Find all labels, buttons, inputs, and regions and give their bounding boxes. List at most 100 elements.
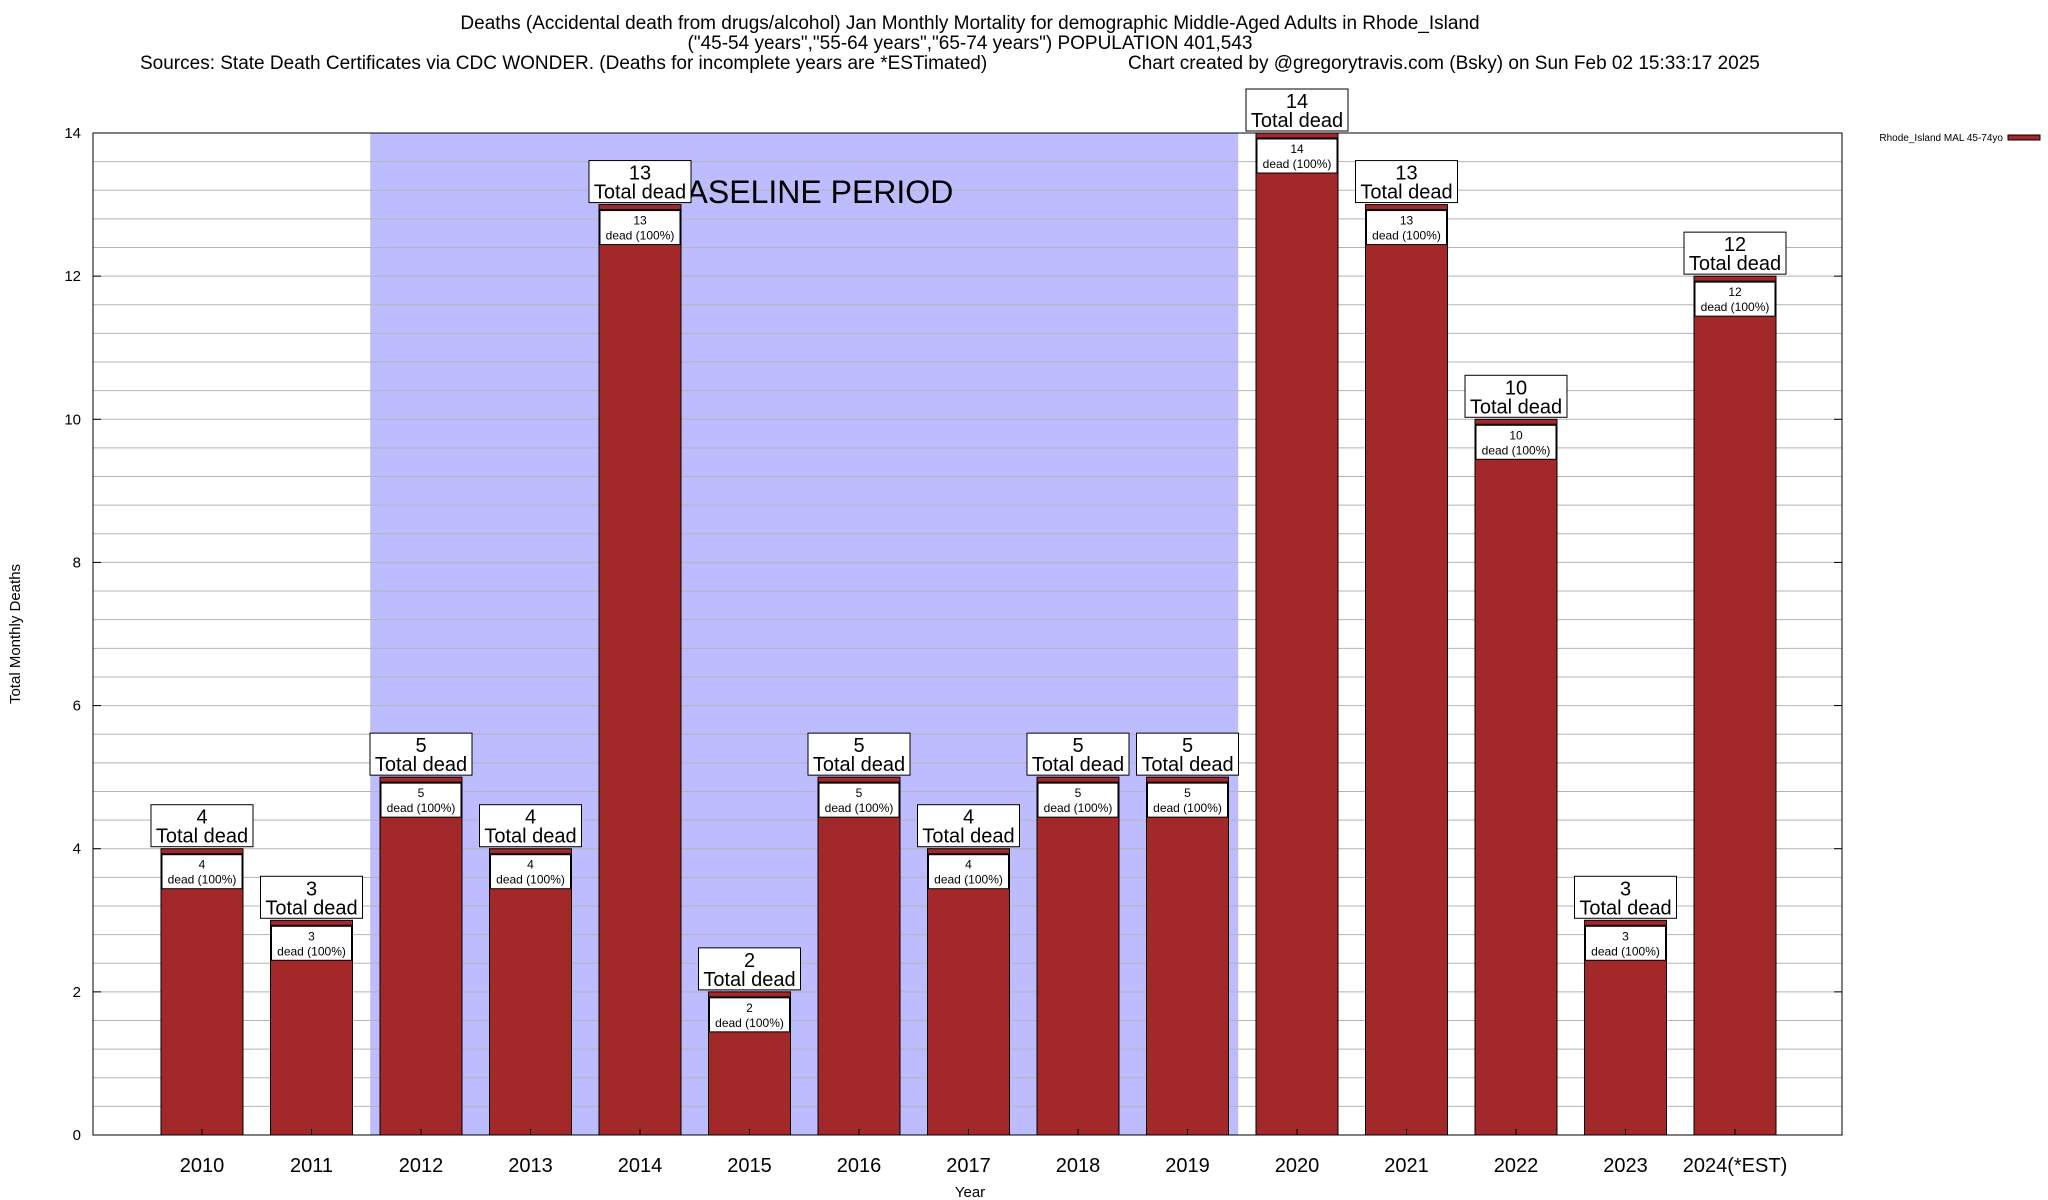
bar-inner-label-box: [599, 210, 681, 246]
bar-inner-pct-label: dead (100%): [1372, 229, 1441, 243]
bar-total-text-label: Total dead: [1251, 110, 1343, 132]
bar-total-text-label: Total dead: [594, 182, 686, 204]
bar-total-value-label: 3: [306, 878, 317, 900]
bar-total-text-label: Total dead: [1579, 897, 1671, 919]
bar-total-value-label: 10: [1505, 377, 1527, 399]
bar-inner-pct-label: dead (100%): [277, 944, 346, 958]
bar-inner-label-box: [1147, 782, 1228, 818]
bar-inner-value-label: 4: [527, 858, 534, 872]
bar-inner-value-label: 2: [746, 1001, 753, 1015]
bar-total-text-label: Total dead: [922, 826, 1014, 848]
bar-inner-value-label: 13: [1400, 214, 1414, 228]
bar-inner-pct-label: dead (100%): [496, 873, 565, 887]
bar-inner-label-box: [709, 997, 790, 1033]
x-tick-label: 2016: [837, 1155, 882, 1177]
bar-inner-pct-label: dead (100%): [715, 1016, 784, 1030]
bar-inner-pct-label: dead (100%): [1153, 801, 1222, 815]
bar: [1146, 776, 1229, 1136]
y-tick-label: 12: [64, 268, 81, 285]
y-tick-label: 14: [64, 125, 81, 142]
x-tick-label: 2017: [946, 1155, 991, 1177]
bar-inner-label-box: [380, 782, 462, 818]
bar-total-text-label: Total dead: [265, 897, 357, 919]
y-tick-label: 10: [64, 411, 81, 428]
bar: [160, 848, 244, 1136]
bar: [817, 776, 901, 1136]
bar-inner-pct-label: dead (100%): [934, 873, 1003, 887]
bar-total-value-label: 5: [1182, 735, 1193, 757]
bar-inner-value-label: 5: [1075, 786, 1082, 800]
baseline-period-label: BASELINE PERIOD: [665, 174, 953, 210]
bar-total-label-box: [479, 804, 582, 848]
bar-inner-label-box: [271, 925, 352, 961]
bar-inner-label-box: [1694, 281, 1776, 317]
y-tick-label: 8: [73, 554, 81, 571]
bar-total-label-box: [1245, 88, 1349, 132]
bar-inner-label-box: [928, 854, 1009, 890]
bar-inner-value-label: 10: [1509, 428, 1523, 442]
bar-total-label-box: [698, 947, 801, 991]
bar-total-text-label: Total dead: [1689, 253, 1781, 275]
bar-total-label-box: [260, 875, 363, 919]
x-tick-label: 2020: [1275, 1155, 1320, 1177]
bar: [489, 848, 572, 1136]
y-tick-label: 2: [73, 984, 81, 1001]
chart-credit: Chart created by @gregorytravis.com (Bsk…: [1128, 53, 1760, 74]
x-tick-label: 2019: [1165, 1155, 1210, 1177]
bar-total-value-label: 5: [1072, 735, 1083, 757]
bar-inner-label-box: [1037, 782, 1119, 818]
legend-swatch: [2007, 134, 2041, 141]
bar-inner-value-label: 4: [199, 858, 206, 872]
bar: [1474, 418, 1558, 1136]
bar-inner-value-label: 3: [308, 929, 315, 943]
x-tick-label: 2014: [618, 1155, 663, 1177]
bar-total-value-label: 4: [963, 807, 974, 829]
bar-inner-label-box: [161, 854, 243, 890]
bar: [379, 776, 463, 1136]
bar-total-text-label: Total dead: [1032, 754, 1124, 776]
x-tick-label: 2022: [1494, 1155, 1539, 1177]
bar-inner-pct-label: dead (100%): [1263, 157, 1332, 171]
bar-total-label-box: [1355, 160, 1458, 204]
bar: [1693, 275, 1777, 1136]
bar-inner-label-box: [490, 854, 571, 890]
chart-subtitle: ("45-54 years","55-64 years","65-74 year…: [687, 33, 1253, 54]
bar-total-text-label: Total dead: [375, 754, 467, 776]
bar-total-label-box: [917, 804, 1020, 848]
bar-total-text-label: Total dead: [703, 969, 795, 991]
bar-inner-value-label: 3: [1622, 929, 1629, 943]
bar-total-value-label: 3: [1620, 878, 1631, 900]
x-tick-label: 2015: [727, 1155, 772, 1177]
bar: [1036, 776, 1120, 1136]
x-tick-label: 2018: [1056, 1155, 1101, 1177]
bar-inner-value-label: 5: [418, 786, 425, 800]
bar-total-value-label: 14: [1286, 91, 1308, 113]
bar: [927, 848, 1010, 1136]
legend-label: Rhode_Island MAL 45-74yo: [1879, 133, 2003, 144]
bar-inner-label-box: [1366, 210, 1447, 246]
bar-total-label-box: [1136, 732, 1239, 776]
chart-sources: Sources: State Death Certificates via CD…: [140, 53, 988, 74]
y-tick-label: 0: [73, 1127, 81, 1144]
y-tick-label: 6: [73, 698, 81, 715]
bar-total-label-box: [807, 732, 911, 776]
bar-inner-value-label: 13: [633, 214, 647, 228]
bar-total-label-box: [1683, 231, 1787, 275]
bar-inner-label-box: [1475, 424, 1557, 460]
bar-total-value-label: 4: [196, 807, 207, 829]
bar-total-text-label: Total dead: [1360, 182, 1452, 204]
x-tick-label: 2023: [1603, 1155, 1648, 1177]
x-tick-label: 2012: [399, 1155, 444, 1177]
bar: [1255, 132, 1339, 1136]
bar-inner-label-box: [818, 782, 900, 818]
y-tick-label: 4: [73, 841, 81, 858]
bar-inner-value-label: 14: [1290, 142, 1304, 156]
x-tick-label: 2013: [508, 1155, 553, 1177]
bar-inner-pct-label: dead (100%): [825, 801, 894, 815]
chart-title: Deaths (Accidental death from drugs/alco…: [460, 13, 1480, 34]
bar-total-value-label: 13: [629, 163, 651, 185]
x-tick-label: 2010: [180, 1155, 225, 1177]
bar-total-value-label: 13: [1395, 163, 1417, 185]
bar-inner-label-box: [1585, 925, 1666, 961]
